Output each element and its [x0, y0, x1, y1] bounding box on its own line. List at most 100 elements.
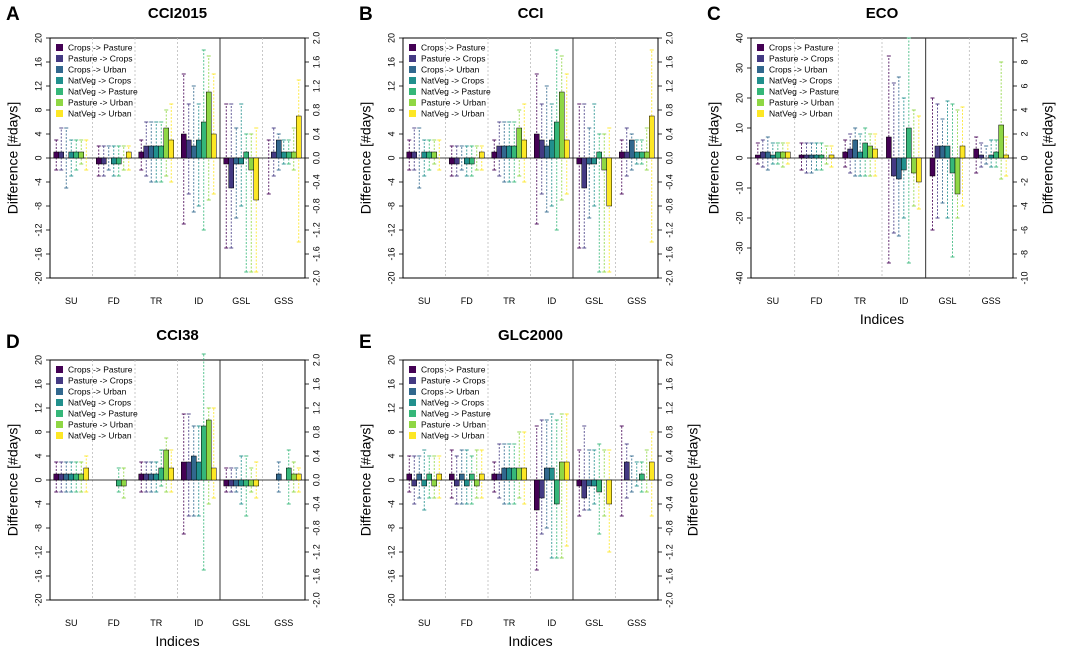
left-tick-label: -4	[386, 500, 396, 508]
left-tick-label: -16	[33, 569, 43, 582]
legend-swatch	[409, 88, 416, 95]
right-tick-label: 0.4	[664, 450, 674, 463]
bar	[63, 473, 69, 481]
left-axis-label: Difference [#days]	[706, 102, 722, 215]
right-tick-label: -0.8	[311, 198, 321, 214]
legend-label: NatVeg -> Crops	[68, 398, 131, 408]
chart-title: ECO	[866, 5, 899, 22]
right-tick-label: -2.0	[311, 270, 321, 286]
right-tick-label: -10	[1019, 271, 1029, 284]
bar	[286, 467, 292, 481]
right-tick-label: -1.2	[311, 222, 321, 238]
right-tick-label: 1.2	[664, 80, 674, 93]
bar	[554, 479, 560, 505]
bar	[406, 473, 412, 481]
left-tick-label: -12	[33, 545, 43, 558]
bar	[78, 473, 84, 481]
left-tick-label: 0	[386, 155, 396, 160]
legend-swatch	[757, 44, 764, 51]
bar	[934, 145, 941, 159]
bar	[233, 479, 239, 487]
legend-swatch	[409, 44, 416, 51]
right-tick-label: -0.4	[664, 496, 674, 512]
right-tick-label: 0.4	[311, 128, 321, 141]
left-tick-label: 20	[386, 355, 396, 365]
left-tick-label: 8	[386, 107, 396, 112]
bar	[511, 467, 517, 481]
legend-label: NatVeg -> Urban	[769, 109, 833, 119]
bar	[158, 467, 164, 481]
legend-swatch	[757, 110, 764, 117]
bar	[539, 479, 545, 499]
right-tick-label: 0.0	[664, 152, 674, 165]
left-tick-label: -8	[33, 524, 43, 532]
left-tick-label: 8	[386, 429, 396, 434]
bar	[479, 473, 485, 481]
bar	[906, 127, 912, 159]
legend-swatch	[56, 377, 63, 384]
legend-swatch	[56, 77, 63, 84]
bar	[469, 157, 475, 165]
legend-label: Crops -> Urban	[769, 65, 828, 75]
left-tick-label: 30	[734, 63, 744, 73]
bar	[491, 151, 497, 159]
category-label: TR	[503, 296, 515, 306]
bar	[564, 139, 570, 159]
right-tick-label: -0.4	[311, 496, 321, 512]
bar	[474, 479, 480, 487]
bar	[73, 151, 79, 159]
legend-label: NatVeg -> Pasture	[421, 87, 491, 97]
panel-letter: E	[359, 332, 372, 353]
bar	[181, 133, 187, 159]
left-tick-label: 20	[386, 33, 396, 43]
bar	[426, 473, 432, 481]
x-axis-label: Indices	[155, 633, 199, 649]
bar	[206, 419, 212, 481]
bar	[539, 139, 545, 159]
legend-label: NatVeg -> Urban	[68, 431, 132, 441]
legend-swatch	[409, 377, 416, 384]
left-tick-label: 8	[33, 429, 43, 434]
bar	[619, 151, 625, 159]
bar	[842, 151, 848, 159]
left-tick-label: -20	[33, 593, 43, 606]
right-tick-label: -6	[1019, 226, 1029, 234]
bar	[596, 151, 602, 159]
left-axis-label: Difference [#days]	[358, 424, 374, 537]
panel-letter: A	[6, 4, 20, 25]
category-label: TR	[150, 618, 162, 628]
bar	[501, 145, 507, 159]
legend-label: Pasture -> Crops	[68, 54, 133, 64]
bar	[436, 473, 442, 481]
bar	[253, 157, 259, 201]
bar	[491, 473, 497, 481]
bar	[644, 151, 650, 159]
category-label: TR	[150, 296, 162, 306]
left-tick-label: 4	[386, 453, 396, 458]
bar	[53, 151, 59, 159]
legend-label: Pasture -> Crops	[421, 54, 486, 64]
legend-label: NatVeg -> Crops	[421, 76, 484, 86]
left-tick-label: -4	[33, 178, 43, 186]
bar	[534, 479, 540, 511]
bar	[639, 151, 645, 159]
bar	[596, 479, 602, 493]
bar	[186, 461, 192, 481]
category-label: ID	[899, 296, 909, 306]
bar	[649, 115, 655, 159]
bar	[634, 151, 640, 159]
bar	[416, 473, 422, 481]
legend-swatch	[56, 88, 63, 95]
bar	[549, 139, 555, 159]
bar	[511, 145, 517, 159]
right-tick-label: -1.6	[664, 246, 674, 262]
right-tick-label: 0.0	[311, 474, 321, 487]
left-tick-label: 20	[734, 93, 744, 103]
right-tick-label: -0.4	[664, 174, 674, 190]
bar	[248, 157, 254, 171]
bar	[521, 467, 527, 481]
left-tick-label: -4	[386, 178, 396, 186]
left-tick-label: 0	[734, 155, 744, 160]
bar	[196, 461, 202, 481]
